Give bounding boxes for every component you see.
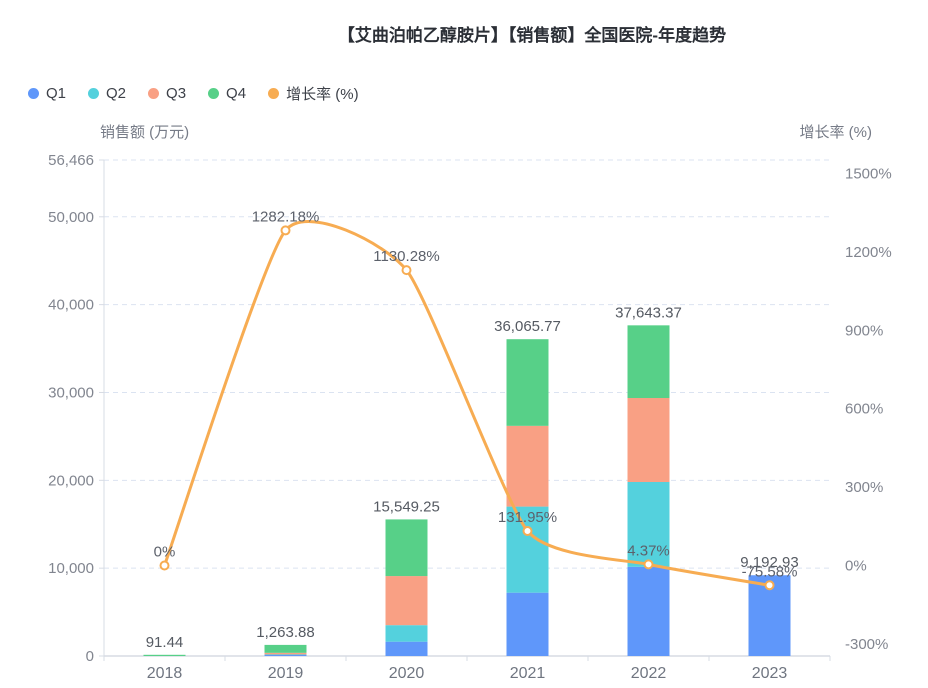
right-axis-tick-label: 0%: [845, 558, 867, 575]
bar-total-label: 36,065.77: [494, 318, 561, 335]
right-axis-title: 增长率 (%): [799, 124, 873, 141]
legend-item-label: 增长率 (%): [286, 86, 359, 103]
left-axis-title: 销售额 (万元): [100, 124, 190, 141]
legend-dot-icon: [268, 88, 280, 99]
growth-rate-line: [163, 220, 771, 587]
x-axis-category-label: 2019: [268, 665, 304, 682]
bar-segment-q4-2021[interactable]: [506, 339, 549, 426]
growth-rate-point-2018[interactable]: [159, 560, 170, 571]
x-axis-category-label: 2023: [752, 665, 788, 682]
bar-total-label: 15,549.25: [373, 498, 440, 515]
bar-segment-q4-2022[interactable]: [627, 325, 670, 399]
legend-dot-icon: [208, 88, 220, 99]
left-axis-tick-label: 0: [86, 648, 94, 665]
growth-rate-label: 4.37%: [627, 542, 670, 559]
bar-total-label: 91.44: [146, 634, 184, 651]
legend-dot-icon: [148, 88, 160, 99]
left-axis-tick-label: 50,000: [48, 209, 94, 226]
legend-dot-icon: [28, 88, 39, 99]
bar-segment-q2-2022[interactable]: [627, 481, 670, 567]
legend-item-q3[interactable]: Q3: [148, 85, 186, 102]
legend-item-q2[interactable]: Q2: [88, 85, 126, 102]
left-axis-tick-label: 30,000: [48, 384, 94, 401]
growth-rate-label: -75.58%: [742, 563, 798, 580]
bar-segment-q1-2021[interactable]: [506, 592, 549, 656]
bar-segment-q2-2021[interactable]: [506, 506, 549, 593]
legend-item-growth-rate[interactable]: 增长率 (%): [268, 83, 359, 104]
right-axis-tick-label: 1200%: [845, 244, 892, 261]
right-axis-tick-label: -300%: [845, 636, 888, 653]
legend-item-label: Q3: [166, 85, 187, 102]
legend-item-q4[interactable]: Q4: [208, 85, 246, 102]
bar-segment-q2-2020[interactable]: [385, 625, 428, 642]
legend-item-label: Q1: [46, 85, 67, 102]
x-axis-category-label: 2018: [147, 665, 183, 682]
left-axis-tick-label: 56,466: [48, 152, 94, 169]
left-axis-tick-label: 40,000: [48, 297, 94, 314]
legend-item-q1[interactable]: Q1: [28, 85, 66, 102]
x-axis-category-label: 2022: [631, 665, 667, 682]
legend-dot-icon: [88, 88, 100, 99]
growth-rate-point-2023[interactable]: [764, 580, 775, 591]
bar-segment-q3-2021[interactable]: [506, 425, 549, 507]
growth-rate-label: 1282.18%: [252, 208, 320, 225]
bar-segment-q1-2019[interactable]: [264, 654, 307, 656]
legend-item-label: Q2: [106, 85, 127, 102]
left-axis-tick-label: 20,000: [48, 472, 94, 489]
right-axis-tick-label: 600%: [845, 401, 883, 418]
bar-segment-q4-2019[interactable]: [264, 644, 307, 653]
chart-title: 【艾曲泊帕乙醇胺片】【销售额】全国医院-年度趋势: [337, 26, 727, 45]
right-axis-tick-label: 300%: [845, 479, 883, 496]
growth-rate-point-2019[interactable]: [280, 225, 291, 236]
bar-segment-q1-2020[interactable]: [385, 641, 428, 656]
bar-segment-q3-2019[interactable]: [264, 652, 307, 655]
left-axis-tick-label: 10,000: [48, 560, 94, 577]
bar-segment-q4-2020[interactable]: [385, 519, 428, 577]
bar-segment-q1-2022[interactable]: [627, 566, 670, 656]
right-axis-tick-label: 900%: [845, 322, 883, 339]
bar-segment-q3-2022[interactable]: [627, 398, 670, 482]
growth-rate-point-2020[interactable]: [401, 265, 412, 276]
bar-total-label: 1,263.88: [256, 624, 314, 641]
growth-rate-label: 1130.28%: [373, 248, 439, 265]
x-axis-category-label: 2020: [389, 665, 425, 682]
bar-total-label: 37,643.37: [615, 304, 682, 321]
bar-segment-q4-2018[interactable]: [143, 654, 186, 656]
growth-rate-label: 131.95%: [498, 509, 557, 526]
legend: Q1 Q2 Q3 Q4 增长率 (%): [28, 83, 359, 104]
growth-rate-point-2021[interactable]: [522, 526, 533, 537]
legend-item-label: Q4: [226, 85, 247, 102]
growth-rate-point-2022[interactable]: [643, 559, 654, 570]
right-axis-tick-label: 1500%: [845, 166, 892, 183]
x-axis-category-label: 2021: [510, 665, 546, 682]
bar-total-label: 9,192.93: [740, 554, 798, 571]
growth-rate-label: 0%: [154, 544, 176, 561]
bar-segment-q3-2020[interactable]: [385, 576, 428, 626]
